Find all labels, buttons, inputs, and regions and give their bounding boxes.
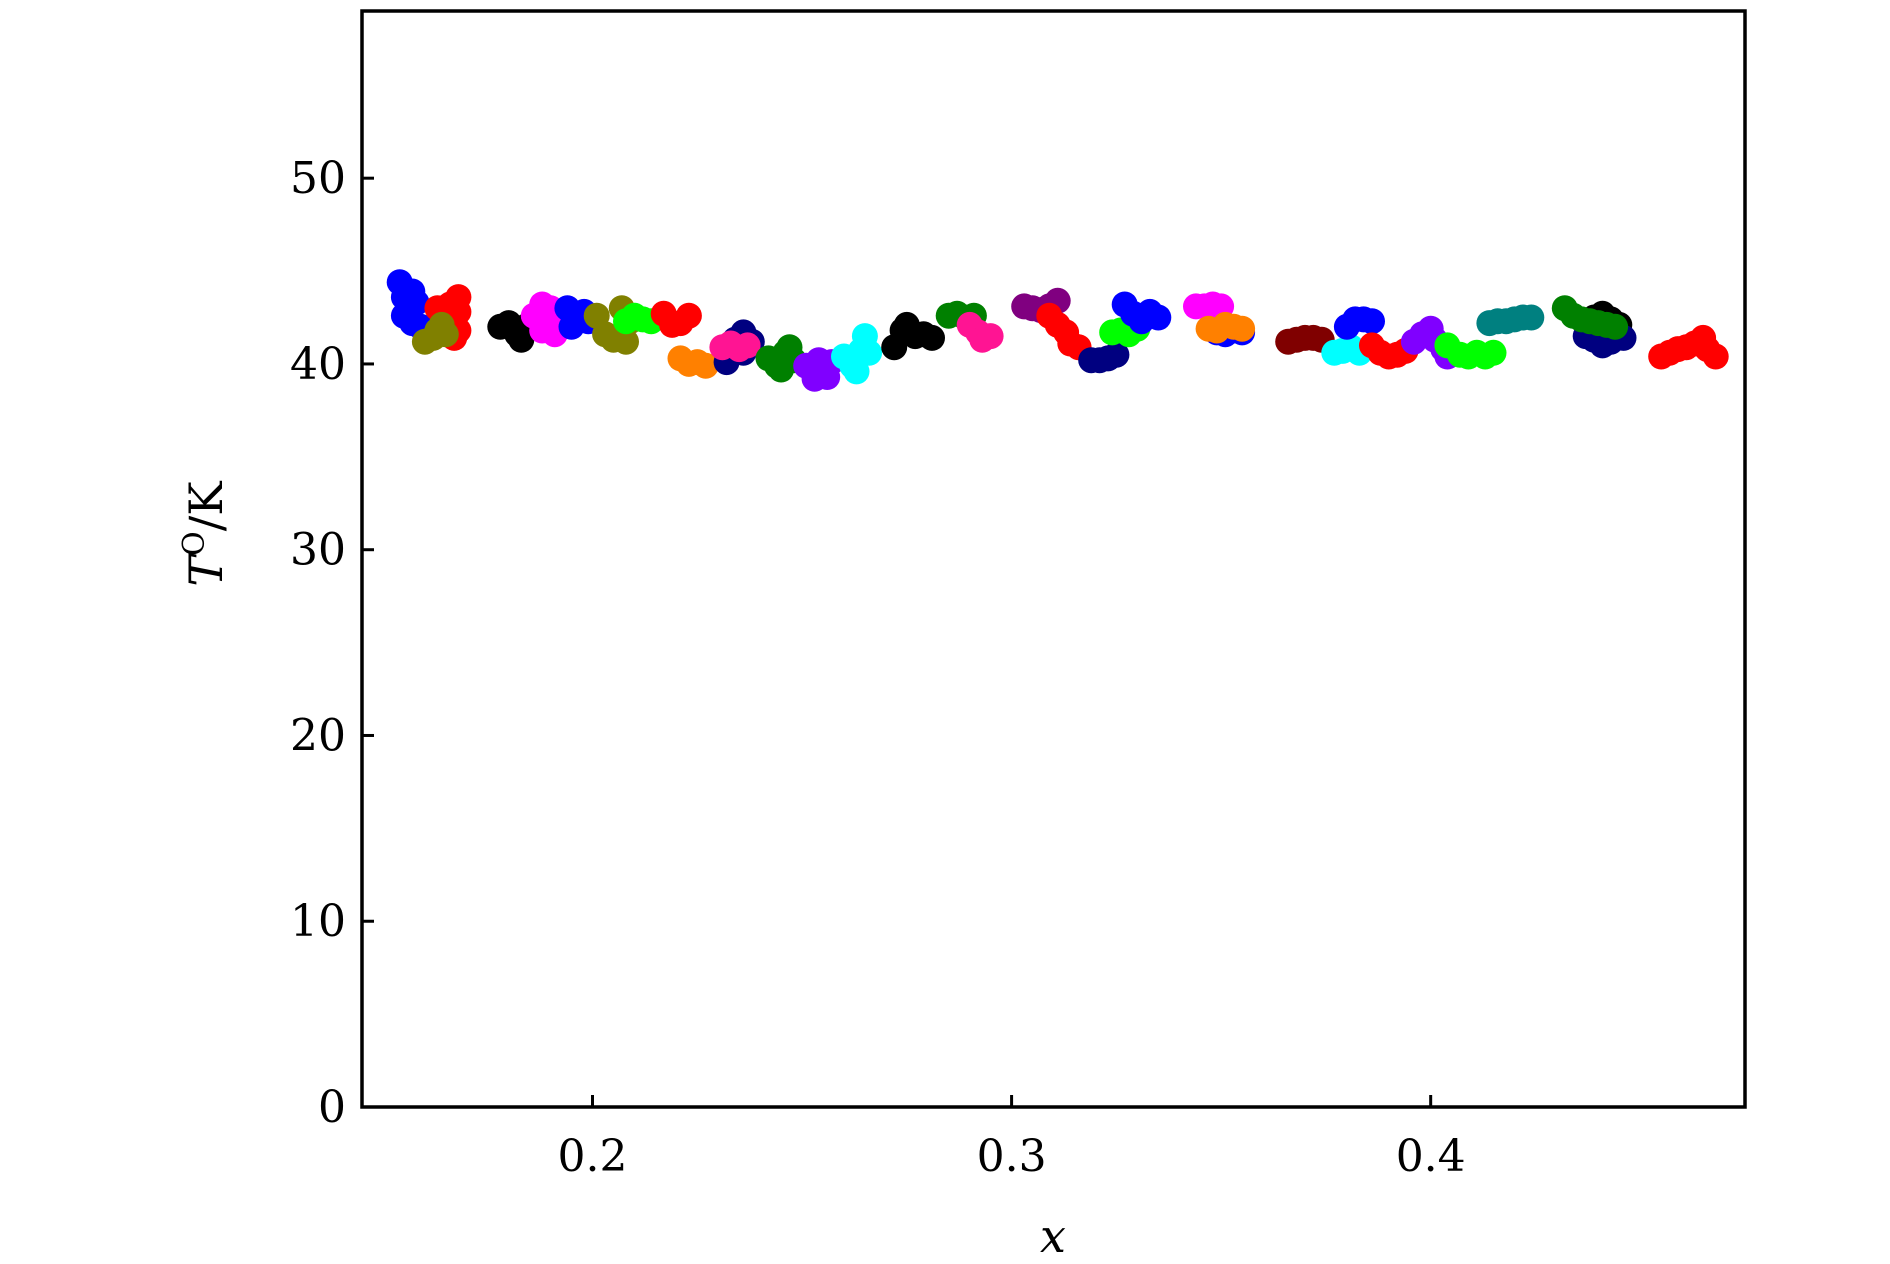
series-22 bbox=[1111, 291, 1172, 335]
data-point bbox=[919, 324, 945, 351]
data-point bbox=[805, 347, 832, 374]
y-axis-label-symbol: T bbox=[179, 553, 233, 587]
y-tick-label: 30 bbox=[290, 525, 346, 576]
y-tick-label: 0 bbox=[318, 1082, 346, 1133]
data-point bbox=[977, 323, 1004, 350]
x-axis-label: x bbox=[1040, 1209, 1066, 1263]
data-point bbox=[843, 358, 870, 385]
series-6 bbox=[583, 295, 644, 355]
data-point bbox=[432, 321, 459, 348]
series-12 bbox=[755, 334, 807, 383]
x-tick-label: 0.4 bbox=[1396, 1131, 1466, 1182]
series-17 bbox=[956, 311, 1004, 353]
data-point bbox=[558, 313, 585, 340]
data-points bbox=[386, 269, 1729, 392]
series-36 bbox=[1648, 324, 1729, 370]
series-28 bbox=[1333, 306, 1385, 340]
data-point bbox=[613, 328, 639, 355]
data-point bbox=[675, 302, 702, 329]
y-tick-label: 20 bbox=[290, 710, 346, 761]
data-point bbox=[1702, 343, 1729, 370]
data-point bbox=[1518, 304, 1545, 331]
y-tick-label: 10 bbox=[290, 896, 346, 947]
series-0 bbox=[386, 269, 434, 340]
series-2 bbox=[411, 311, 459, 355]
y-axis-label: TO/K bbox=[177, 480, 233, 587]
series-13 bbox=[793, 347, 845, 392]
series-19 bbox=[1036, 302, 1092, 361]
series-25 bbox=[1195, 311, 1256, 344]
data-point bbox=[856, 339, 883, 366]
series-32 bbox=[1476, 304, 1545, 337]
y-axis-ticks: 0 10 20 30 40 50 bbox=[290, 153, 374, 1133]
series-20 bbox=[1078, 341, 1130, 374]
data-point bbox=[1602, 313, 1629, 340]
y-axis-label-superscript: O bbox=[177, 531, 212, 556]
series-35 bbox=[1551, 295, 1629, 340]
series-9 bbox=[667, 345, 719, 379]
x-tick-label: 0.3 bbox=[977, 1131, 1047, 1182]
data-point bbox=[768, 356, 795, 383]
y-tick-label: 50 bbox=[290, 153, 346, 204]
x-axis-ticks: 0.2 0.3 0.4 bbox=[558, 1095, 1466, 1182]
series-8 bbox=[650, 300, 702, 338]
series-15 bbox=[881, 311, 945, 361]
series-14 bbox=[831, 323, 883, 385]
y-axis-label-unit: /K bbox=[179, 480, 233, 531]
series-7 bbox=[613, 302, 665, 335]
x-tick-label: 0.2 bbox=[558, 1131, 628, 1182]
series-31 bbox=[1434, 332, 1507, 370]
series-11 bbox=[709, 330, 761, 363]
data-point bbox=[692, 352, 719, 379]
data-point bbox=[734, 332, 761, 359]
data-point bbox=[1480, 339, 1507, 366]
data-point bbox=[529, 317, 556, 344]
data-point bbox=[1359, 308, 1385, 335]
y-tick-label: 40 bbox=[290, 339, 346, 390]
data-point bbox=[1229, 315, 1256, 342]
data-point bbox=[1145, 304, 1172, 331]
plot-frame bbox=[360, 9, 1747, 1109]
data-point bbox=[1103, 341, 1130, 368]
